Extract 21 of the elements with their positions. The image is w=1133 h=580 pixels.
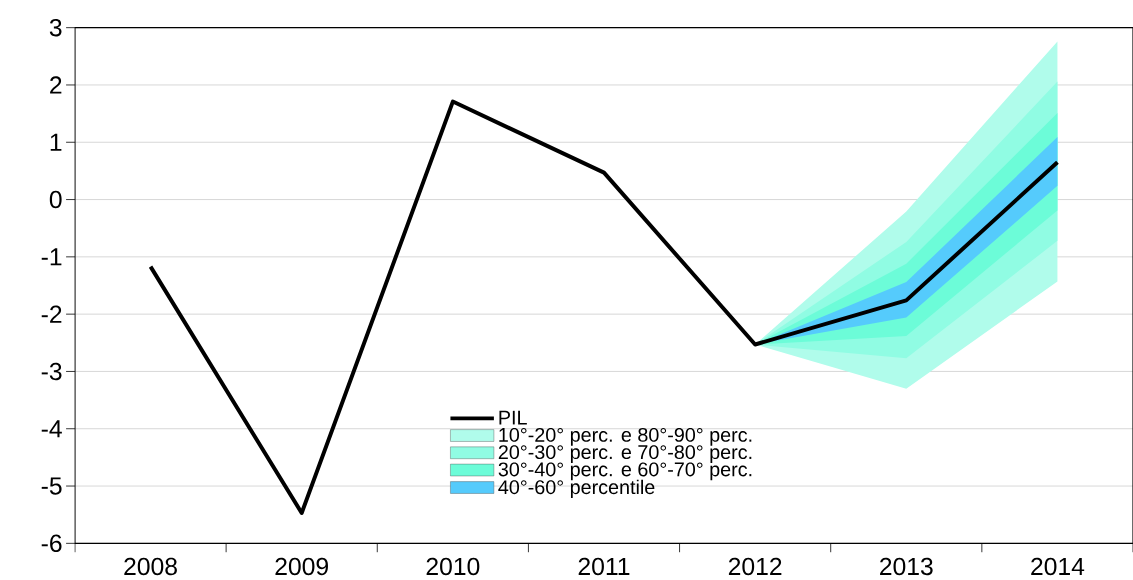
y-tick-label: 0 [49,190,62,209]
x-tick-label: 2008 [124,557,177,576]
y-tick-label: -3 [41,362,62,381]
x-tick-label: 2009 [275,557,328,576]
y-tick-label: 1 [50,133,62,151]
y-tick-label: -5 [41,477,62,495]
y-tick-label: 2 [50,76,62,94]
x-tick-label: 2011 [578,557,630,576]
x-tick-label: 2010 [426,557,480,576]
line-series [148,99,1060,515]
x-tick-label: 2012 [728,557,782,576]
legend-label: PIL [499,410,527,425]
x-tick-label: 2014 [1031,557,1085,576]
y-tick-label: -4 [41,420,62,438]
y-tick-label: -2 [41,305,62,323]
y-tick-label: -1 [41,248,62,266]
y-tick-label: 3 [49,18,62,37]
legend-label: 40°-60° percentile [498,479,655,499]
y-tick-label: -6 [41,534,62,553]
legend-label: 10°-20° perc. e 80°-90° perc. [499,427,752,446]
x-tick-label: 2013 [880,557,933,576]
